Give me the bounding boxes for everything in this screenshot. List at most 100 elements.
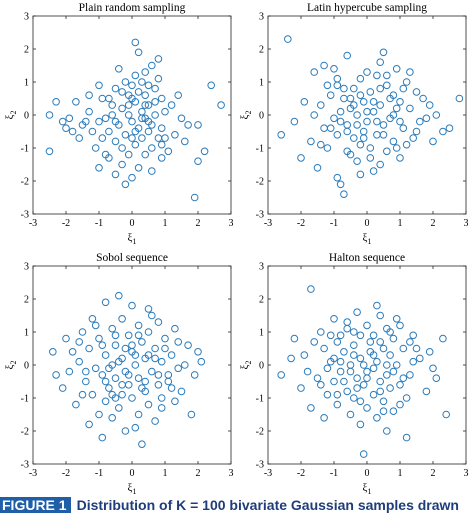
data-point (330, 315, 338, 323)
data-point (174, 91, 182, 99)
data-point (386, 384, 394, 392)
data-point (138, 440, 146, 449)
data-point (157, 357, 166, 366)
data-point (118, 104, 126, 113)
data-point (49, 348, 57, 356)
data-point (72, 400, 80, 409)
data-point (115, 357, 123, 366)
data-point (353, 157, 361, 165)
data-point (85, 107, 93, 116)
panel-plain-random-sampling: Plain random sampling -3 -2 -1 0 1 2 3 -3 -2 -1 0 1 2… (4, 2, 234, 246)
data-point (419, 94, 427, 103)
data-point (194, 121, 202, 129)
y-tick-label: 3 (259, 262, 264, 273)
data-point (359, 98, 368, 106)
data-point (399, 124, 408, 132)
data-point (124, 331, 133, 340)
data-point (65, 367, 74, 376)
data-point (399, 374, 408, 383)
data-point (98, 371, 107, 379)
x-tick-label: -2 (297, 468, 305, 479)
data-point (297, 384, 305, 392)
data-point (373, 301, 381, 310)
y-tick-label: -1 (21, 394, 29, 405)
data-point (141, 68, 149, 76)
data-point (88, 315, 97, 323)
data-point (108, 414, 116, 422)
data-point (340, 348, 348, 356)
y-axis-label: ξ2 (4, 111, 18, 120)
data-point (151, 354, 159, 363)
data-point (406, 371, 414, 379)
data-point (330, 65, 338, 73)
y-tick-label: -1 (256, 394, 264, 405)
data-point (115, 65, 123, 73)
y-tick-label: 0 (24, 111, 29, 122)
data-point (138, 338, 146, 346)
data-point (369, 364, 378, 373)
data-point (350, 134, 358, 142)
data-point (101, 397, 110, 406)
panel-title: Sobol sequence (96, 252, 168, 264)
data-point (52, 371, 60, 379)
x-tick-label: 1 (398, 218, 403, 229)
y-tick-label: -3 (21, 460, 29, 471)
data-point (88, 390, 97, 399)
x-tick-label: 2 (431, 468, 436, 479)
y-tick-label: -3 (21, 210, 29, 221)
data-point (323, 364, 332, 373)
data-point (373, 71, 381, 80)
data-point (134, 331, 143, 340)
data-point (297, 154, 305, 162)
data-point (353, 111, 361, 119)
data-point (366, 144, 375, 152)
data-point (379, 397, 388, 406)
data-point (350, 341, 358, 350)
data-point (389, 137, 398, 146)
data-point (131, 127, 140, 136)
data-point (85, 91, 93, 99)
data-point (91, 144, 100, 152)
data-point (95, 334, 103, 343)
data-point (330, 354, 338, 363)
data-point (184, 341, 192, 350)
data-point (425, 348, 434, 356)
x-tick-label: -3 (29, 468, 37, 479)
data-point (167, 351, 176, 359)
data-point (111, 170, 120, 179)
data-point (317, 381, 325, 389)
y-tick-label: 2 (24, 295, 29, 306)
data-point (72, 98, 80, 106)
data-point (376, 101, 385, 109)
data-point (95, 81, 103, 90)
data-point (121, 131, 130, 139)
data-point (422, 387, 431, 396)
data-point (366, 88, 375, 96)
data-point (167, 384, 176, 392)
data-point (409, 357, 418, 366)
data-point (310, 111, 319, 119)
panel-title: Halton sequence (329, 252, 405, 264)
panel-sobol-sequence: Sobol sequence -3 -2 -1 0 1 2 3 -3 -2 -1 0 1 2 3 ξ1 ξ2 (4, 252, 234, 496)
data-point (85, 344, 93, 353)
data-point (148, 167, 156, 175)
x-tick-label: 0 (365, 218, 370, 229)
x-tick-label: 3 (229, 468, 234, 479)
data-point (376, 160, 385, 169)
data-point (121, 180, 130, 189)
data-point (389, 334, 398, 343)
data-point (353, 121, 361, 129)
data-point (144, 328, 153, 336)
data-point (121, 78, 130, 86)
data-point (184, 121, 192, 129)
data-point (346, 150, 355, 159)
data-point (356, 140, 365, 149)
data-point (75, 134, 83, 142)
data-point (326, 124, 335, 132)
y-tick-label: -2 (256, 177, 264, 188)
data-point (62, 124, 70, 132)
data-point (343, 51, 352, 60)
data-point (386, 328, 394, 336)
data-point (190, 371, 199, 379)
x-tick-label: 2 (431, 218, 436, 229)
